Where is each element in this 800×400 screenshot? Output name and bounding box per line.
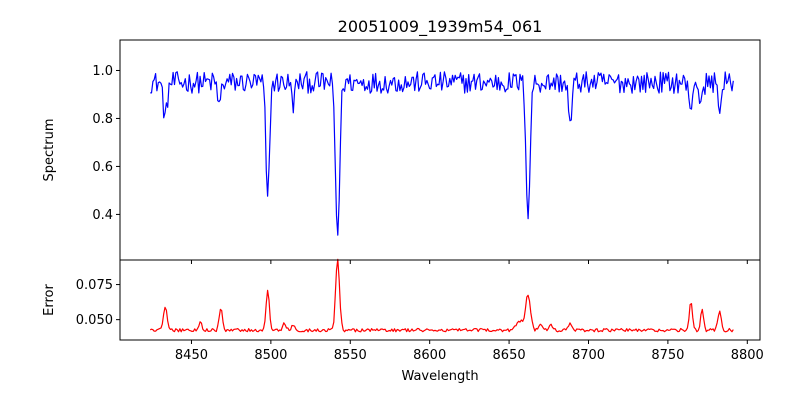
y-tick-label: 0.4 bbox=[92, 208, 113, 223]
x-tick-label: 8750 bbox=[651, 348, 684, 363]
spectrum-line bbox=[150, 71, 734, 236]
y-tick-label: 0.050 bbox=[76, 313, 113, 328]
error-y-label: Error bbox=[42, 284, 57, 316]
y-tick-label: 1.0 bbox=[92, 64, 113, 79]
y-tick-label: 0.8 bbox=[92, 112, 113, 127]
error-x-ticks: 8450 8500 8550 8600 8650 8700 8750 8800 bbox=[175, 340, 764, 363]
x-tick-label: 8650 bbox=[493, 348, 526, 363]
x-tick-label: 8700 bbox=[572, 348, 605, 363]
chart-title: 20051009_1939m54_061 bbox=[338, 17, 543, 37]
x-tick-label: 8800 bbox=[731, 348, 764, 363]
y-tick-label: 0.075 bbox=[76, 278, 113, 293]
y-tick-label: 0.6 bbox=[92, 160, 113, 175]
spectrum-x-ticks bbox=[190, 260, 748, 264]
spectrum-y-label: Spectrum bbox=[42, 119, 57, 182]
x-tick-label: 8500 bbox=[254, 348, 287, 363]
spectrum-y-ticks: 0.4 0.6 0.8 1.0 bbox=[92, 64, 120, 223]
x-tick-label: 8550 bbox=[334, 348, 367, 363]
spectrum-panel: 0.4 0.6 0.8 1.0 Spectrum bbox=[42, 39, 761, 264]
x-tick-label: 8600 bbox=[413, 348, 446, 363]
error-line bbox=[149, 258, 734, 333]
error-y-ticks: 0.050 0.075 bbox=[76, 278, 120, 328]
error-axes-frame bbox=[119, 259, 761, 341]
x-axis-label: Wavelength bbox=[401, 369, 478, 384]
x-tick-label: 8450 bbox=[175, 348, 208, 363]
